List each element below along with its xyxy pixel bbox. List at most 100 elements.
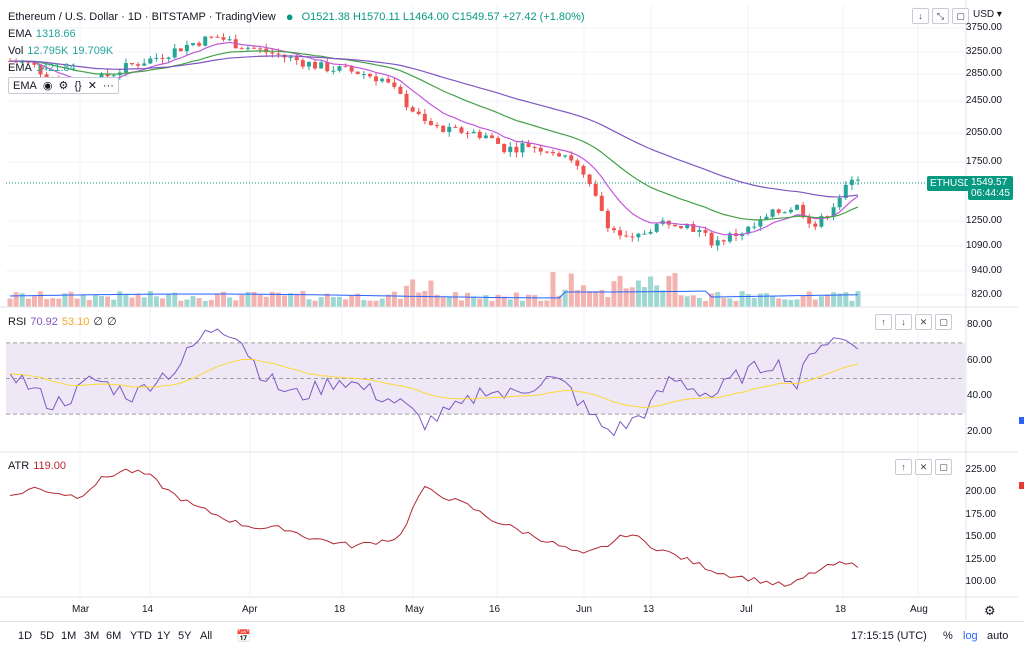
volume-bar [208, 299, 214, 307]
candle-body [441, 125, 446, 132]
range-button-1d[interactable]: 1D [18, 630, 33, 642]
candle-body [489, 135, 494, 139]
range-button-5y[interactable]: 5Y [178, 630, 192, 642]
chart-settings-icon[interactable]: ⚙ [984, 603, 996, 618]
volume-bar [367, 300, 373, 307]
log-toggle[interactable]: log [963, 630, 978, 642]
volume-bar [696, 297, 702, 307]
volume-bar [800, 295, 806, 307]
range-button-3m[interactable]: 3M [84, 630, 100, 642]
volume-bar [196, 298, 202, 307]
settings-icon[interactable]: ⚙ [58, 80, 69, 92]
delete-pane-icon[interactable]: ✕ [915, 459, 932, 475]
ema-value: 1421.84 [35, 62, 76, 74]
volume-bar [684, 296, 690, 307]
last-price: 1549.57 [971, 177, 1008, 188]
candle-body [825, 216, 830, 218]
candle-body [563, 155, 568, 157]
range-button-5d[interactable]: 5D [40, 630, 55, 642]
candle-body [361, 74, 366, 76]
candle-body [136, 64, 141, 66]
move-up-icon[interactable]: ↑ [895, 459, 912, 475]
range-button-all[interactable]: All [200, 630, 213, 642]
symbol-title[interactable]: Ethereum / U.S. Dollar · 1D · BITSTAMP ·… [8, 10, 276, 23]
maximize-icon[interactable]: ▢ [935, 314, 952, 330]
volume-bar [806, 291, 812, 307]
volume-bar [190, 296, 196, 307]
candle-body [782, 212, 787, 214]
volume-bar [92, 294, 98, 307]
atr-legend[interactable]: ATR 119.00 [8, 460, 66, 472]
candle-body [300, 60, 305, 67]
range-button-6m[interactable]: 6M [106, 630, 122, 642]
volume-bar [422, 290, 428, 307]
candle-body [520, 143, 525, 153]
volume-bar [245, 291, 251, 307]
volume-bar [251, 292, 257, 307]
collapse-icon[interactable]: ⤡ [932, 8, 949, 24]
move-down-icon[interactable]: ↓ [912, 8, 929, 24]
more-icon[interactable]: ··· [102, 79, 114, 92]
candle-body [624, 235, 629, 237]
volume-bar [721, 298, 727, 307]
candle-body [245, 47, 250, 49]
candle-body [764, 216, 769, 220]
candle-body [227, 39, 232, 41]
move-up-icon[interactable]: ↑ [875, 314, 892, 330]
eye-icon[interactable]: ◉ [42, 80, 53, 92]
volume-bar [19, 293, 25, 307]
ema-legend-1[interactable]: EMA 1318.66 [8, 28, 76, 40]
volume-bar [111, 299, 117, 307]
volume-bar [428, 280, 434, 307]
volume-bar [202, 300, 208, 307]
source-code-icon[interactable]: {} [74, 79, 82, 92]
volume-bar [282, 295, 288, 307]
candle-body [721, 240, 726, 242]
range-button-1m[interactable]: 1M [61, 630, 77, 642]
atr-label: ATR [8, 460, 30, 472]
date-range-icon[interactable]: 📅 [236, 629, 251, 643]
bottom-toolbar: 1D 5D 1M 3M 6M YTD 1Y 5Y All 📅 17:15:15 (UTC) % … [0, 621, 1024, 652]
candle-body [123, 63, 128, 73]
volume-bar [824, 294, 830, 307]
delete-pane-icon[interactable]: ✕ [915, 314, 932, 330]
candle-body [160, 57, 165, 59]
candle-body [154, 57, 159, 59]
close-icon[interactable]: ✕ [87, 80, 97, 92]
candle-body [367, 74, 372, 77]
volume-bar [50, 298, 56, 307]
currency-selector[interactable]: USD ▾ [973, 9, 1002, 20]
volume-bar [373, 300, 379, 307]
candle-body [20, 61, 25, 63]
maximize-icon[interactable]: ▢ [935, 459, 952, 475]
candle-body [203, 36, 208, 46]
rsi-legend[interactable]: RSI 70.92 53.10 ∅ ∅ [8, 315, 117, 329]
auto-toggle[interactable]: auto [987, 630, 1009, 642]
candle-body [642, 233, 647, 235]
time-tick-label: Apr [242, 604, 258, 615]
volume-legend[interactable]: Vol 12.795K 19.709K [8, 45, 113, 57]
volume-bar [416, 292, 422, 307]
rsi-tick-label: 60.00 [966, 354, 992, 366]
candle-body [587, 174, 592, 184]
candle-body [569, 155, 574, 161]
percent-toggle[interactable]: % [943, 630, 953, 642]
time-tick-label: 14 [142, 604, 154, 615]
volume-bar [763, 293, 769, 307]
volume-bar [99, 296, 105, 307]
candle-body [672, 224, 677, 227]
ema-legend-2[interactable]: EMA 1421.84 [8, 62, 76, 74]
candle-body [837, 197, 842, 208]
move-down-icon[interactable]: ↓ [895, 314, 912, 330]
range-button-1y[interactable]: 1Y [157, 630, 171, 642]
candle-body [581, 165, 586, 175]
volume-bar [526, 294, 532, 307]
candle-body [794, 204, 799, 210]
ema-line [9, 41, 859, 236]
range-button-ytd[interactable]: YTD [130, 630, 152, 642]
clock[interactable]: 17:15:15 (UTC) [851, 630, 927, 642]
maximize-icon[interactable]: ▢ [952, 8, 969, 24]
volume-bar [715, 292, 721, 307]
candle-body [215, 36, 220, 38]
